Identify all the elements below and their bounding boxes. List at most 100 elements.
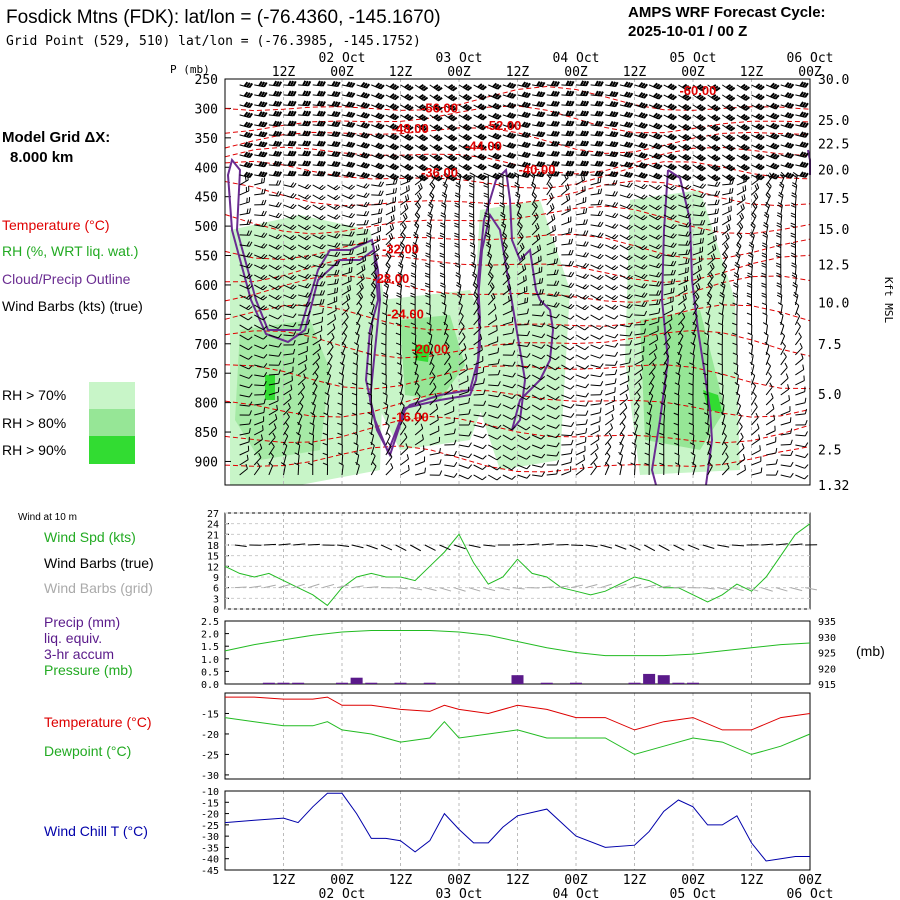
barb-flag [488,274,493,279]
wind-barb [298,100,312,107]
wind-barb [385,233,394,246]
barb-shaft [502,404,513,410]
barb-flag [485,244,491,249]
barb-shaft [385,285,390,296]
barb-flag [425,252,431,256]
wind-barb [429,351,434,366]
barb-flag [433,84,439,89]
barb-shaft [370,455,376,466]
wind-barb [353,342,359,356]
wind-barb [590,389,603,396]
barb-flag [351,258,354,264]
wind-barb [297,254,312,260]
barb-flag [248,383,253,389]
barb-flag [268,461,273,467]
barb-flag [290,80,295,87]
wind-barb [469,182,475,195]
barb-flag [375,245,378,251]
barb-flag [348,184,353,189]
wind-barb [561,90,575,97]
barb-flag [322,442,328,446]
barb-flag [439,245,445,248]
barb-flag [416,392,421,397]
barb-flag [385,421,390,426]
barb-flag [260,141,266,147]
barb-flag [246,82,251,88]
wind-barb [411,262,417,275]
barb-flag [309,422,315,426]
barb-flag [410,295,416,298]
barb-flag [410,285,416,288]
wind-barb [400,143,414,151]
barb-flag [449,165,456,170]
barb-shaft [297,396,305,406]
barb-shaft [429,463,440,466]
barb-flag [260,81,266,87]
barb-flag [275,244,280,249]
barb-shaft [341,384,344,396]
page-title: Fosdick Mtns (FDK): lat/lon = (-76.4360,… [6,7,441,28]
barb-shaft [443,284,446,295]
wind-barb [400,454,409,466]
barb-shaft [575,394,586,398]
wind-barb [590,264,604,270]
wind-barb [268,120,283,127]
barb-flag [497,392,502,397]
wind-barb [268,140,283,147]
barb-shaft [473,371,484,376]
wind-barb [283,110,297,117]
barb-flag [386,261,391,267]
barb-flag [613,245,619,250]
barb-flag [346,161,351,167]
barb-flag [427,211,433,216]
barb-flag [454,215,460,218]
barb-flag [411,262,417,266]
barb-flag [246,208,249,214]
wind-barb [341,293,351,306]
barb-flag [599,275,604,280]
barb-flag [464,145,470,150]
barb-flag [316,150,321,156]
wind-barb [444,384,454,396]
barb-shaft [502,245,508,256]
wind-barb [356,264,366,276]
barb-shaft [502,474,513,480]
barb-flag [437,177,443,182]
wind-barb [283,90,297,97]
barb-flag [447,104,454,109]
temperature-contour [224,445,811,473]
barb-shaft [341,194,352,200]
wind-barb [605,140,619,148]
barb-shaft [312,204,322,211]
wind-barb [590,140,604,147]
barb-flag [272,160,278,167]
barb-shaft [414,178,424,186]
wind-barb [327,120,341,127]
barb-flag [456,171,462,176]
wind-barb [298,170,312,177]
barb-shaft [283,324,294,328]
barb-flag [261,188,264,195]
barb-flag [626,192,631,198]
barb-flag [350,142,356,148]
wind-barb [400,153,414,161]
barb-shaft [297,234,308,241]
barb-shaft [400,415,406,426]
wind-barb [371,122,385,130]
wind-barb [399,391,404,406]
wind-barb [368,322,374,336]
barb-shaft [414,344,417,356]
wind-barb [634,172,648,179]
wind-barb [488,325,498,336]
barb-flag [492,122,498,128]
wind-barb [590,199,603,206]
barb-flag [350,132,356,138]
barb-flag [413,234,418,239]
wind-barb [499,202,505,215]
barb-shaft [429,386,437,396]
barb-flag [388,234,392,240]
barb-flag [449,373,453,379]
barb-flag [570,238,574,244]
barb-flag [465,364,468,370]
wind-barb [254,416,265,426]
